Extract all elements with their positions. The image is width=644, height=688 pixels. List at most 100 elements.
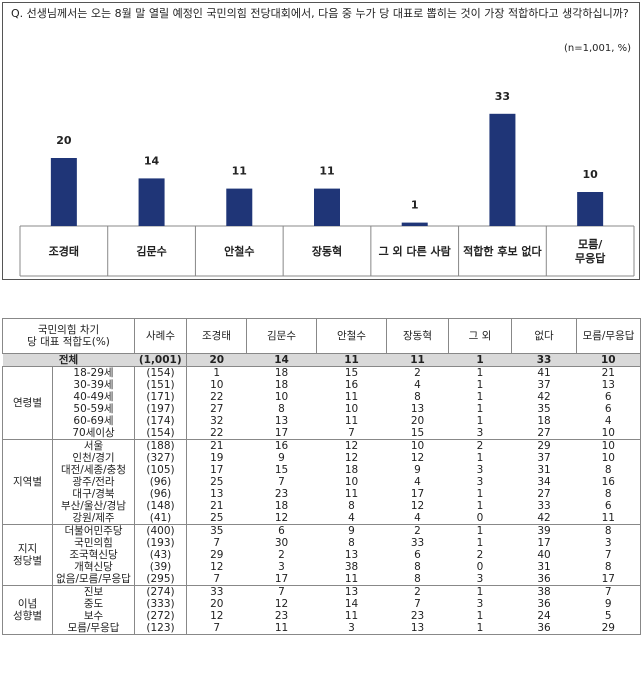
cell: 21 (210, 440, 224, 452)
value-label: 14 (144, 154, 160, 167)
cell: 2 (476, 549, 484, 561)
cell: 1 (476, 379, 484, 391)
cell: 12 (246, 512, 317, 525)
cell: 23 (274, 488, 289, 500)
cell: 1 (476, 500, 484, 512)
data-row: 대전/세종/충청 (105) 17 15 18 9 3 31 8 (3, 464, 641, 476)
chart-box: Q. 선생님께서는 오는 8월 말 열릴 예정인 국민의힘 전당대회에서, 다음… (2, 2, 640, 280)
cell: 7 (186, 622, 247, 635)
cell: 11 (576, 512, 641, 525)
cell: 11 (344, 415, 359, 427)
cell: 9 (576, 598, 641, 610)
cell: 8 (414, 391, 421, 403)
header-cell: 그 외 (448, 318, 512, 354)
cell: 27 (537, 488, 551, 500)
cell: 38 (537, 586, 551, 598)
cell: 10 (576, 427, 641, 440)
cell: 18 (274, 367, 289, 379)
cell: 20 (410, 415, 425, 427)
cell: 10 (274, 391, 289, 403)
cell: 10 (344, 403, 359, 415)
cell: 23 (274, 610, 289, 622)
group-label: 지지 정당별 (2, 524, 53, 586)
x-tick-label-line: 안철수 (224, 244, 254, 258)
cell: 2 (476, 440, 484, 452)
sample-size: (272) (134, 610, 187, 622)
question: Q. 선생님께서는 오는 8월 말 열릴 예정인 국민의힘 전당대회에서, 다음… (11, 7, 629, 20)
sample-size: (333) (134, 598, 187, 610)
cell: 42 (511, 512, 577, 525)
row-label: 30-39세 (52, 379, 135, 391)
data-row: 대구/경북 (96) 13 23 11 17 1 27 8 (3, 488, 641, 500)
data-row: 개혁신당 (39) 12 3 38 8 0 31 8 (3, 561, 641, 573)
cell: 17 (210, 464, 224, 476)
data-row: 30-39세 (151) 10 18 16 4 1 37 13 (3, 379, 641, 391)
cell: 17 (410, 488, 425, 500)
cell: 13 (344, 586, 359, 598)
cell: 3 (476, 598, 484, 610)
cell: 8 (576, 561, 641, 573)
cell: 12 (274, 598, 289, 610)
cell: 2 (414, 367, 421, 379)
cell: 10 (344, 476, 359, 488)
value-label: 11 (319, 165, 334, 178)
row-label: 모름/무응답 (52, 622, 135, 635)
cell: 1 (476, 452, 484, 464)
cell: 3 (448, 427, 512, 440)
cell: 14 (246, 353, 317, 367)
cell: 16 (576, 476, 641, 488)
cell: 6 (576, 391, 641, 403)
cell: 18 (274, 500, 289, 512)
data-row: 70세이상 (154) 22 17 7 15 3 27 10 (3, 427, 641, 440)
cell: 17 (576, 573, 641, 586)
cell: 11 (246, 622, 317, 635)
cell: 36 (511, 622, 577, 635)
data-row: 40-49세 (171) 22 10 11 8 1 42 6 (3, 391, 641, 403)
cell: 18 (344, 464, 359, 476)
cell: 15 (274, 464, 289, 476)
cell: 12 (410, 452, 425, 464)
row-label: 광주/전라 (52, 476, 135, 488)
x-tick-label: 장동혁 (312, 244, 342, 258)
cell: 35 (210, 525, 224, 537)
cell: 11 (344, 488, 359, 500)
sample-size: (148) (134, 500, 187, 512)
cell: 42 (537, 391, 551, 403)
data-row: 강원/제주 (41) 25 12 4 4 0 42 11 (3, 512, 641, 525)
bar (226, 188, 253, 226)
cell: 2 (414, 525, 421, 537)
cell: 3 (476, 476, 484, 488)
cell: 8 (348, 537, 355, 549)
cell: 11 (316, 573, 387, 586)
data-row: 인천/경기 (327) 19 9 12 12 1 37 10 (3, 452, 641, 464)
row-label: 개혁신당 (52, 561, 135, 573)
header-cell: 모름/무응답 (576, 318, 641, 354)
cell: 4 (316, 512, 387, 525)
data-row: 부산/울산/경남 (148) 21 18 8 12 1 33 6 (3, 500, 641, 512)
header-cell: 안철수 (316, 318, 387, 354)
row-label: 중도 (52, 598, 135, 610)
cell: 7 (316, 427, 387, 440)
row-label: 더불어민주당 (52, 524, 135, 537)
cell: 31 (537, 561, 551, 573)
cell: 8 (414, 561, 421, 573)
row-label: 진보 (52, 585, 135, 598)
cell: 7 (576, 585, 641, 598)
cell: 8 (576, 524, 641, 537)
cell: 9 (348, 525, 355, 537)
cell: 7 (186, 573, 247, 586)
cell: 3 (278, 561, 285, 573)
cell: 10 (210, 379, 224, 391)
header-cell: 김문수 (246, 318, 317, 354)
cell: 3 (576, 537, 641, 549)
cell: 3 (476, 464, 484, 476)
cell: 11 (386, 353, 449, 367)
header-cell: 사례수 (134, 318, 187, 354)
note: (n=1,001, %) (563, 43, 631, 54)
cell: 13 (210, 488, 224, 500)
cell: 29 (576, 622, 641, 635)
value-label: 1 (411, 199, 419, 212)
cell: 12 (410, 500, 425, 512)
row-label: 인천/경기 (52, 452, 135, 464)
x-tick-label: 조경태 (49, 244, 79, 258)
